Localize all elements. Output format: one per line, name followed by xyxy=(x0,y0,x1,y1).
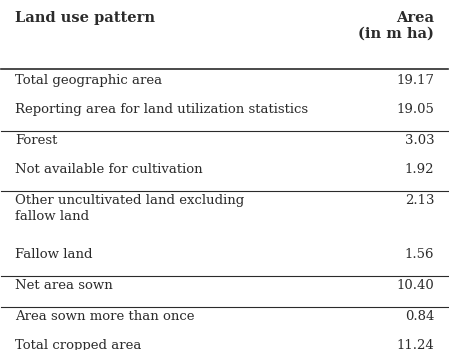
Text: Area sown more than once: Area sown more than once xyxy=(15,310,194,323)
Text: Land use pattern: Land use pattern xyxy=(15,11,155,25)
Text: 19.05: 19.05 xyxy=(396,103,434,116)
Text: Total geographic area: Total geographic area xyxy=(15,74,162,86)
Text: Reporting area for land utilization statistics: Reporting area for land utilization stat… xyxy=(15,103,308,116)
Text: 3.03: 3.03 xyxy=(405,134,434,147)
Text: 0.84: 0.84 xyxy=(405,310,434,323)
Text: Fallow land: Fallow land xyxy=(15,248,92,261)
Text: 10.40: 10.40 xyxy=(396,279,434,292)
Text: Other uncultivated land excluding
fallow land: Other uncultivated land excluding fallow… xyxy=(15,194,244,223)
Text: 1.56: 1.56 xyxy=(405,248,434,261)
Text: Area
(in m ha): Area (in m ha) xyxy=(358,11,434,41)
Text: 1.92: 1.92 xyxy=(405,163,434,176)
Text: Total cropped area: Total cropped area xyxy=(15,339,141,350)
Text: 11.24: 11.24 xyxy=(396,339,434,350)
Text: 19.17: 19.17 xyxy=(396,74,434,86)
Text: 2.13: 2.13 xyxy=(405,194,434,206)
Text: Not available for cultivation: Not available for cultivation xyxy=(15,163,202,176)
Text: Forest: Forest xyxy=(15,134,57,147)
Text: Net area sown: Net area sown xyxy=(15,279,113,292)
